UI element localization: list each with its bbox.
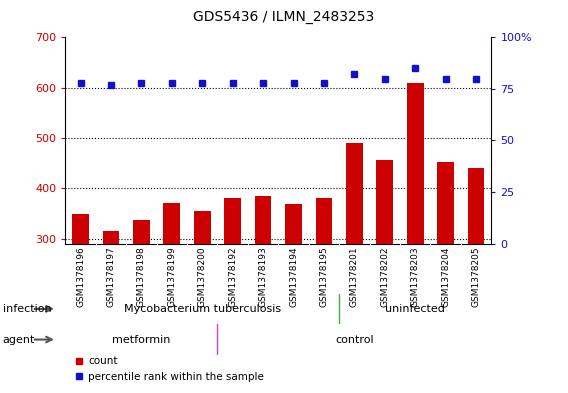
Legend: count, percentile rank within the sample: count, percentile rank within the sample (70, 352, 268, 386)
Bar (72, 215, 89, 244)
Text: GSM1378195: GSM1378195 (319, 246, 328, 307)
Bar (437, 162, 454, 244)
Text: GSM1378192: GSM1378192 (228, 246, 237, 307)
Text: agent: agent (3, 334, 35, 345)
Text: control: control (335, 334, 374, 345)
Text: Mycobacterium tuberculosis: Mycobacterium tuberculosis (124, 304, 281, 314)
Text: GSM1378198: GSM1378198 (137, 246, 146, 307)
Text: GSM1378193: GSM1378193 (258, 246, 268, 307)
Bar (377, 160, 393, 244)
Text: GSM1378203: GSM1378203 (411, 246, 420, 307)
Bar (467, 168, 485, 244)
Text: GSM1378199: GSM1378199 (168, 246, 176, 307)
Bar (316, 198, 332, 244)
Bar (346, 143, 363, 244)
Text: GSM1378200: GSM1378200 (198, 246, 207, 307)
Text: GSM1378194: GSM1378194 (289, 246, 298, 307)
Bar (194, 211, 211, 244)
Text: GDS5436 / ILMN_2483253: GDS5436 / ILMN_2483253 (193, 10, 375, 24)
Text: uninfected: uninfected (385, 304, 445, 314)
Bar (407, 83, 424, 244)
Bar (164, 204, 180, 244)
Bar (133, 220, 150, 244)
Text: GSM1378202: GSM1378202 (381, 246, 389, 307)
Text: GSM1378197: GSM1378197 (106, 246, 115, 307)
Text: GSM1378205: GSM1378205 (471, 246, 481, 307)
Bar (103, 231, 119, 244)
Bar (285, 204, 302, 244)
Text: GSM1378204: GSM1378204 (441, 246, 450, 307)
Text: GSM1378201: GSM1378201 (350, 246, 359, 307)
Text: infection: infection (3, 304, 52, 314)
Text: GSM1378196: GSM1378196 (76, 246, 85, 307)
Text: metformin: metformin (112, 334, 170, 345)
Bar (224, 198, 241, 244)
Bar (254, 196, 272, 244)
